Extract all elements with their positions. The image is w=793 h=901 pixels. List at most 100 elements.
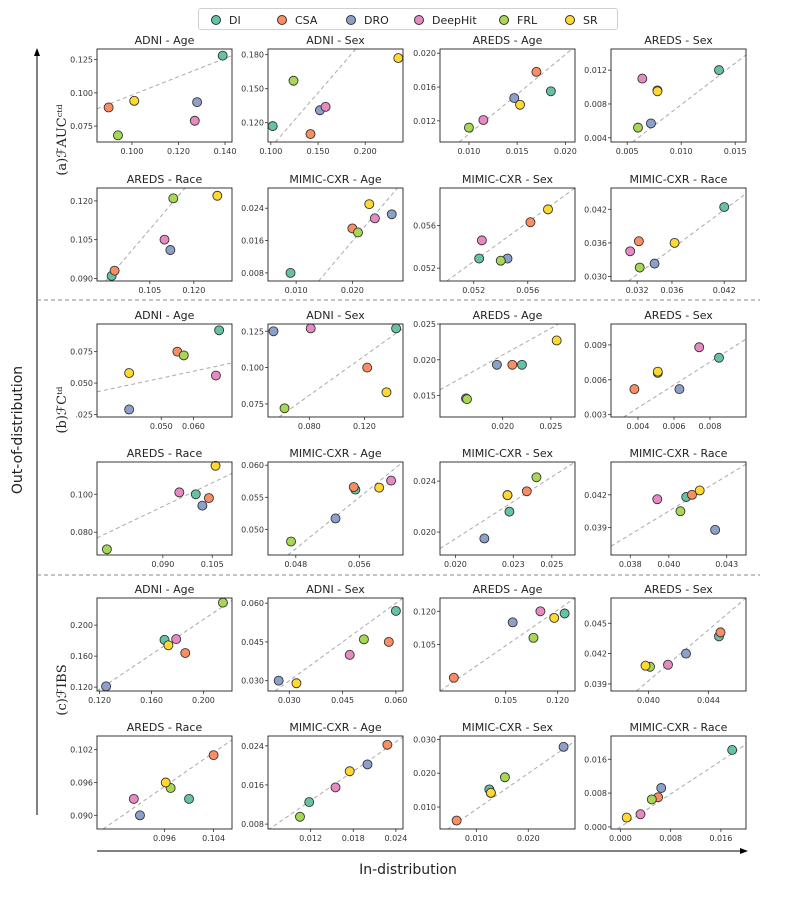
- x-tick-label: 0.020: [554, 147, 577, 156]
- point-frl: [168, 193, 179, 204]
- trend-line: [97, 599, 232, 691]
- panel-frame: [267, 187, 404, 282]
- y-tick-label: 0.024: [241, 204, 264, 213]
- legend-item-dro: DRO: [346, 12, 389, 28]
- x-tick-label: 0.105: [138, 286, 161, 295]
- y-tick-label: 0.020: [413, 49, 436, 58]
- y-tick-label: 0.045: [241, 638, 264, 647]
- panel-24: MIMIC-CXR - Race 0.000 0.008 0.016 0.000 0.00…: [584, 721, 747, 843]
- point-frl: [462, 394, 472, 405]
- panel-frame: [610, 735, 747, 830]
- point-frl: [528, 632, 539, 643]
- point-dro: [101, 681, 112, 692]
- panel-9: ADNI - Age 0.050 0.060 .025 0.050 0.075: [70, 309, 233, 431]
- point-di: [545, 86, 556, 97]
- point-dro: [558, 741, 569, 752]
- trend-line: [440, 324, 559, 391]
- x-tick-label: 0.040: [637, 696, 660, 705]
- x-tick-label: 0.020: [517, 834, 540, 843]
- point-frl: [495, 255, 506, 266]
- panel-title: ADNI - Sex: [306, 309, 365, 322]
- point-di: [714, 352, 724, 363]
- panel-15: MIMIC-CXR - Sex 0.020 0.023 0.025 0.020 0.024: [413, 447, 576, 569]
- x-tick-label: 0.010: [465, 834, 488, 843]
- legend-label-deephit: DeepHit: [432, 13, 477, 27]
- panel-title: MIMIC-CXR - Race: [630, 447, 728, 460]
- panel-title: MIMIC-CXR - Race: [630, 173, 728, 186]
- point-di: [474, 253, 485, 264]
- x-tick-label: 0.120: [88, 696, 111, 705]
- point-csa: [103, 102, 114, 113]
- panel-10: ADNI - Sex 0.080 0.120 0.075 0.100 0.125: [241, 309, 404, 431]
- panel-21: AREDS - Race 0.096 0.104 0.090 0.096 0.102: [70, 721, 233, 843]
- x-tick-label: 0.200: [354, 147, 377, 156]
- legend-label-sr: SR: [583, 13, 598, 27]
- panel-4: AREDS - Sex 0.005 0.010 0.015 0.004 0.008 0.01…: [584, 34, 747, 156]
- x-tick-label: 0.060: [384, 696, 407, 705]
- panel-frame: [610, 461, 747, 556]
- x-tick-label: 0.200: [192, 696, 215, 705]
- point-deephit: [174, 487, 185, 498]
- panel-18: ADNI - Sex 0.030 0.045 0.060 0.030 0.045 0.060: [241, 583, 407, 705]
- y-tick-label: 0.030: [584, 273, 607, 282]
- point-csa: [629, 384, 640, 395]
- panel-5: AREDS - Race 0.105 0.120 0.090 0.105 0.120: [70, 173, 233, 295]
- trend-line: [447, 740, 575, 829]
- x-tick-label: 0.120: [167, 147, 190, 156]
- y-tick-label: 0.055: [241, 493, 264, 502]
- panel-title: ADNI - Age: [135, 583, 195, 596]
- point-csa: [362, 362, 373, 373]
- panel-13: AREDS - Race 0.090 0.105 0.080 0.100: [70, 447, 233, 569]
- point-deephit: [625, 246, 636, 257]
- panel-frame: [610, 323, 747, 418]
- panel-frame: [267, 323, 404, 418]
- x-tick-label: 0.056: [516, 286, 539, 295]
- point-frl: [634, 262, 645, 273]
- y-tick-label: 0.024: [241, 742, 264, 751]
- point-di: [390, 605, 401, 616]
- panel-11: AREDS - Age 0.020 0.025 0.015 0.020 0.025: [413, 309, 576, 431]
- x-tick-label: 0.015: [506, 147, 529, 156]
- x-tick-label: 0.045: [331, 696, 354, 705]
- point-deephit: [663, 659, 673, 670]
- y-tick-label: 0.020: [413, 769, 436, 778]
- panel-2: ADNI - Sex 0.100 0.150 0.200 0.120 0.150 0.180: [241, 34, 404, 156]
- y-tick-label: 0.020: [413, 528, 436, 537]
- panel-title: AREDS - Sex: [644, 309, 713, 322]
- point-dro: [192, 97, 203, 108]
- trend-line: [440, 598, 575, 691]
- point-di: [304, 797, 315, 808]
- panel-22: MIMIC-CXR - Age 0.012 0.018 0.024 0.008 0.016…: [241, 721, 407, 843]
- trend-line: [440, 462, 575, 550]
- point-sr: [344, 766, 355, 777]
- legend-swatch-sr: [565, 15, 575, 25]
- panel-frame: [610, 597, 747, 692]
- point-frl: [295, 811, 305, 822]
- x-tick-label: 0.025: [540, 560, 563, 569]
- y-tick-label: 0.060: [241, 461, 264, 470]
- point-csa: [180, 648, 191, 658]
- point-sr: [669, 237, 680, 248]
- y-tick-label: 0.008: [584, 100, 607, 109]
- panel-frame: [267, 48, 404, 143]
- point-frl: [217, 597, 228, 608]
- point-frl: [531, 472, 542, 483]
- point-dro: [330, 513, 341, 524]
- point-sr: [129, 95, 140, 106]
- x-tick-label: 0.120: [182, 286, 205, 295]
- y-tick-label: 0.060: [241, 599, 264, 608]
- point-deephit: [159, 234, 170, 245]
- point-sr: [694, 485, 705, 496]
- point-dro: [681, 648, 691, 659]
- x-tick-label: 0.010: [670, 147, 693, 156]
- point-sr: [364, 199, 375, 210]
- y-tick-label: 0.012: [584, 66, 607, 75]
- panel-frame: [267, 597, 404, 692]
- point-csa: [687, 489, 697, 500]
- panel-20: AREDS - Sex 0.040 0.044 0.039 0.042 0.045: [584, 583, 747, 705]
- point-frl: [353, 227, 363, 238]
- y-tick-label: 0.080: [70, 528, 93, 537]
- legend-label-dro: DRO: [364, 13, 389, 27]
- y-tick-label: 0.102: [70, 746, 93, 755]
- point-dro: [509, 93, 520, 103]
